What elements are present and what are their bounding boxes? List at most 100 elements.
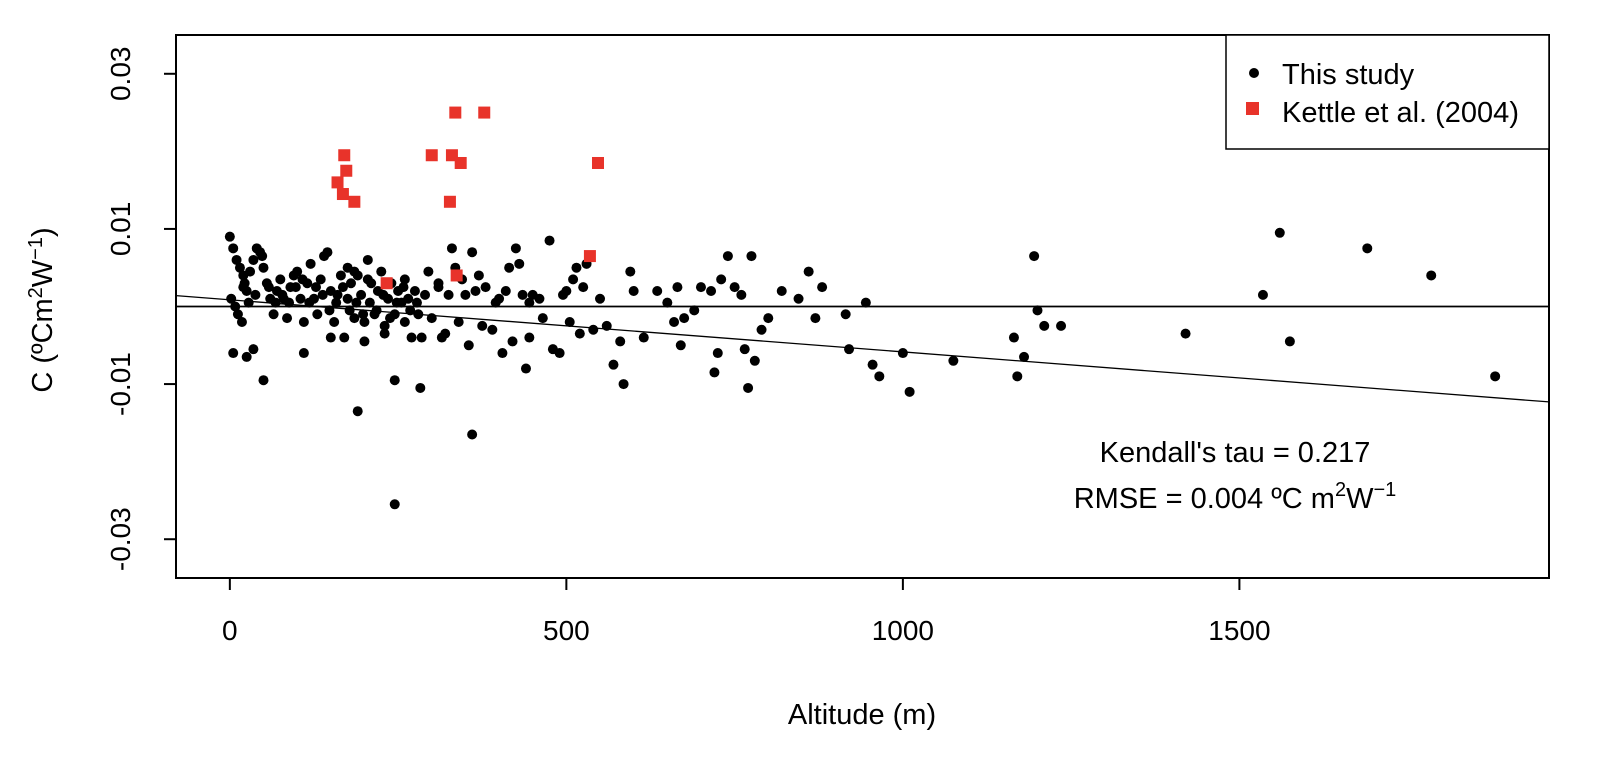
point-this-study	[364, 297, 375, 308]
point-this-study	[615, 336, 626, 347]
point-this-study	[601, 320, 612, 331]
point-this-study	[282, 313, 293, 324]
point-this-study	[689, 305, 700, 316]
point-this-study	[817, 282, 828, 293]
point-this-study	[411, 297, 422, 308]
point-this-study	[292, 266, 303, 277]
point-this-study	[297, 274, 308, 285]
point-this-study	[413, 309, 424, 320]
point-this-study	[588, 324, 599, 335]
point-this-study	[510, 243, 521, 254]
series-kettle	[331, 106, 604, 290]
point-this-study	[385, 313, 396, 324]
point-this-study	[304, 297, 315, 308]
legend: This study Kettle et al. (2004)	[1225, 34, 1550, 150]
x-axis-title: Altitude (m)	[788, 699, 936, 731]
point-this-study	[358, 309, 369, 320]
point-this-study	[662, 297, 673, 308]
point-this-study	[275, 274, 286, 285]
point-this-study	[310, 282, 321, 293]
point-this-study	[305, 258, 316, 269]
x-axis: 0 500 1000 1500	[222, 578, 1271, 646]
point-this-study	[245, 266, 256, 277]
point-this-study	[399, 274, 410, 285]
point-this-study	[608, 359, 619, 370]
point-this-study	[793, 293, 804, 304]
point-this-study	[669, 317, 680, 328]
point-this-study	[335, 270, 346, 281]
point-kettle	[454, 156, 467, 169]
point-this-study	[290, 282, 301, 293]
point-this-study	[362, 254, 373, 265]
point-this-study	[675, 340, 686, 351]
point-this-study	[534, 293, 545, 304]
point-this-study	[312, 309, 323, 320]
point-this-study	[398, 282, 409, 293]
point-this-study	[628, 285, 639, 296]
point-kettle	[338, 149, 351, 162]
point-kettle	[425, 149, 438, 162]
point-this-study	[1019, 351, 1030, 362]
point-this-study	[257, 251, 268, 262]
point-this-study	[298, 317, 309, 328]
x-tick-label: 0	[222, 615, 238, 646]
point-this-study	[1490, 371, 1501, 382]
point-this-study	[263, 282, 274, 293]
x-tick-label: 1500	[1208, 615, 1270, 646]
point-this-study	[1274, 227, 1285, 238]
y-axis-title: C (ºCm2W−1)	[25, 227, 59, 392]
point-this-study	[695, 282, 706, 293]
point-this-study	[270, 297, 281, 308]
point-this-study	[537, 313, 548, 324]
point-kettle	[348, 195, 361, 208]
point-this-study	[446, 243, 457, 254]
point-this-study	[351, 297, 362, 308]
point-this-study	[776, 285, 787, 296]
point-this-study	[480, 282, 491, 293]
point-this-study	[317, 289, 328, 300]
point-this-study	[415, 382, 426, 393]
point-this-study	[1039, 320, 1050, 331]
point-kettle	[443, 195, 456, 208]
y-tick-label: 0.03	[105, 47, 136, 102]
point-kettle	[478, 106, 491, 119]
point-this-study	[904, 386, 915, 397]
point-this-study	[874, 371, 885, 382]
point-this-study	[236, 317, 247, 328]
point-this-study	[487, 324, 498, 335]
point-this-study	[409, 285, 420, 296]
point-this-study	[349, 313, 360, 324]
point-this-study	[463, 340, 474, 351]
point-this-study	[325, 332, 336, 343]
point-this-study	[716, 274, 727, 285]
y-tick-label: 0.01	[105, 202, 136, 257]
legend-label-this-study: This study	[1282, 59, 1415, 91]
point-this-study	[238, 282, 249, 293]
point-this-study	[490, 297, 501, 308]
x-tick-label: 1000	[872, 615, 934, 646]
point-this-study	[268, 309, 279, 320]
point-kettle	[340, 164, 353, 177]
point-this-study	[763, 313, 774, 324]
point-this-study	[1032, 305, 1043, 316]
point-this-study	[470, 285, 481, 296]
point-this-study	[248, 254, 259, 265]
point-this-study	[443, 289, 454, 300]
point-this-study	[403, 293, 414, 304]
point-this-study	[345, 278, 356, 289]
point-this-study	[337, 282, 348, 293]
legend-label-kettle: Kettle et al. (2004)	[1282, 97, 1519, 129]
point-this-study	[729, 282, 740, 293]
point-this-study	[497, 348, 508, 359]
point-this-study	[524, 332, 535, 343]
point-this-study	[638, 332, 649, 343]
point-this-study	[860, 297, 871, 308]
point-this-study	[295, 293, 306, 304]
point-this-study	[722, 251, 733, 262]
point-this-study	[564, 317, 575, 328]
point-this-study	[595, 293, 606, 304]
point-this-study	[746, 251, 757, 262]
point-this-study	[344, 305, 355, 316]
point-this-study	[477, 320, 488, 331]
